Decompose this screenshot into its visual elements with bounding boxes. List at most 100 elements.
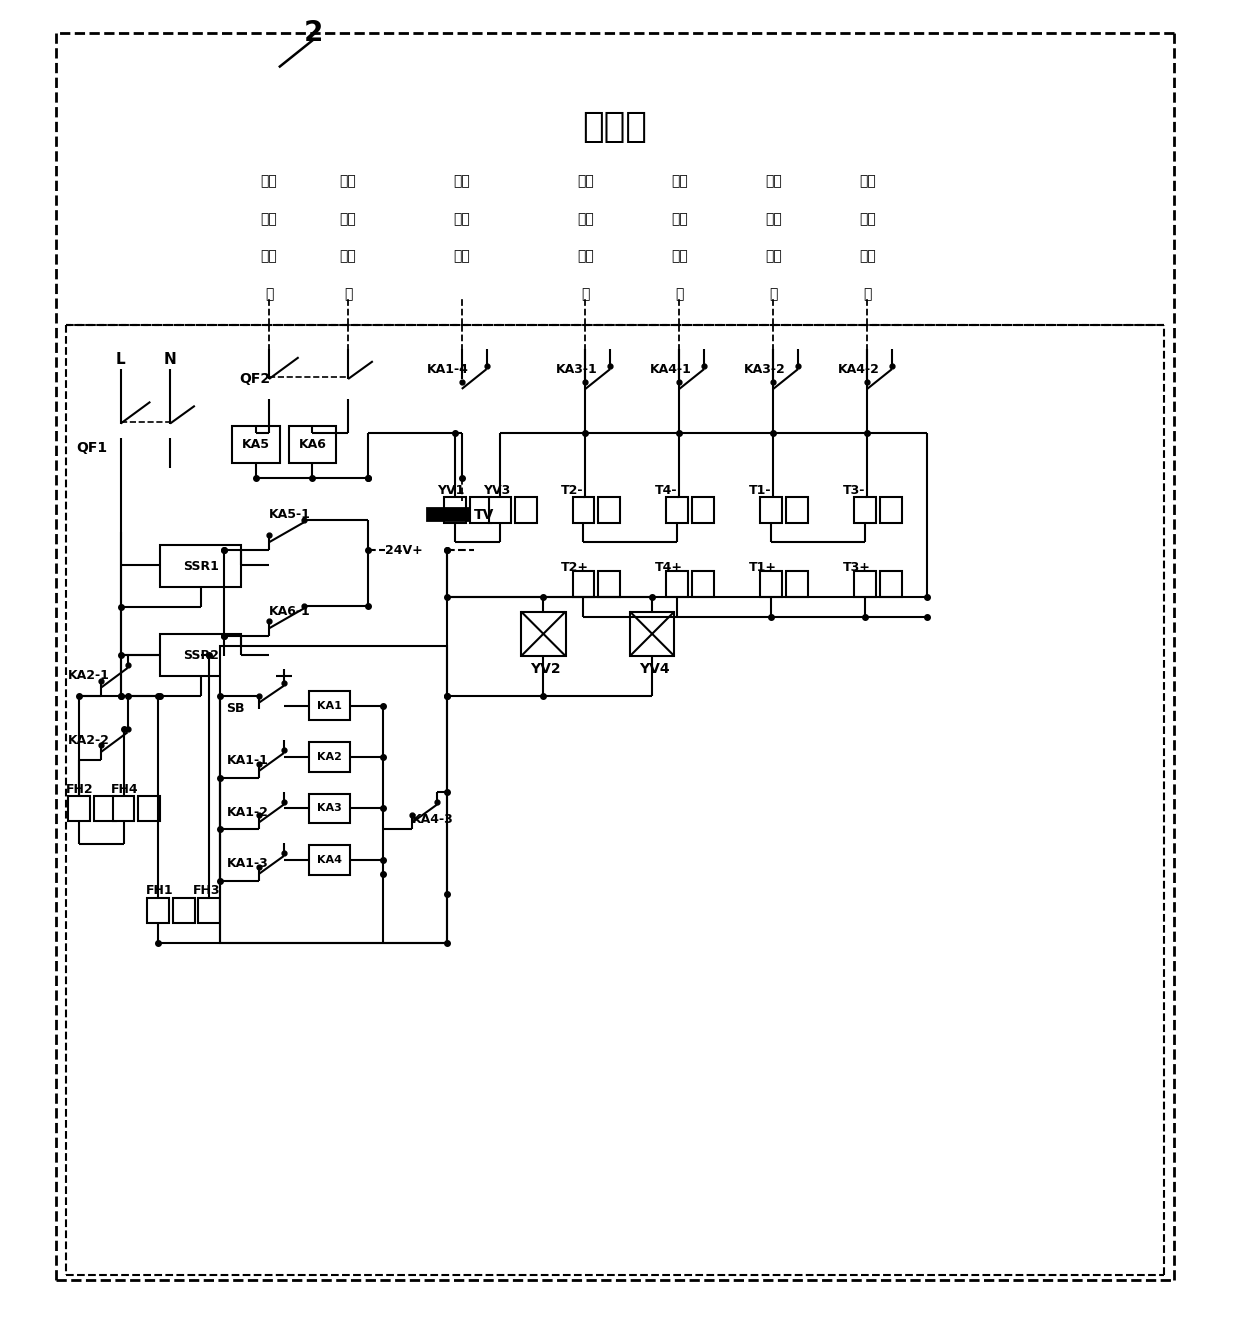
Text: 采样: 采样 — [454, 174, 470, 188]
Text: 端: 端 — [343, 287, 352, 301]
Text: KA3: KA3 — [317, 804, 342, 813]
Text: 稀释: 稀释 — [260, 174, 278, 188]
Bar — [174, 897, 195, 924]
Text: KA3-2: KA3-2 — [744, 362, 785, 375]
Bar — [692, 571, 714, 596]
Text: KA4: KA4 — [316, 855, 342, 865]
Bar — [223, 897, 246, 924]
Text: KA4-3: KA4-3 — [413, 813, 454, 825]
Text: 端: 端 — [863, 287, 872, 301]
Text: KA3-1: KA3-1 — [556, 362, 598, 375]
Text: FH3: FH3 — [193, 884, 221, 897]
Text: KA4-2: KA4-2 — [837, 362, 879, 375]
Bar — [94, 796, 115, 821]
Text: YV4: YV4 — [640, 662, 670, 676]
Bar — [309, 743, 350, 772]
Text: T2+: T2+ — [560, 560, 589, 574]
Text: 稀释: 稀释 — [577, 174, 594, 188]
Text: 负极: 负极 — [671, 249, 688, 264]
Bar — [666, 571, 688, 596]
Bar — [630, 611, 675, 656]
Text: KA6: KA6 — [299, 438, 326, 451]
Text: 采样: 采样 — [765, 174, 781, 188]
Bar — [521, 611, 565, 656]
Text: KA2: KA2 — [317, 752, 342, 763]
Bar — [113, 796, 134, 821]
Text: 温度: 温度 — [671, 212, 688, 226]
Text: 温度: 温度 — [577, 212, 594, 226]
Text: 控制: 控制 — [340, 249, 356, 264]
Bar — [198, 897, 219, 924]
Bar — [573, 496, 594, 523]
Text: 24V+: 24V+ — [384, 544, 423, 556]
Bar — [598, 496, 620, 523]
Bar — [490, 496, 511, 523]
Text: KA1: KA1 — [317, 700, 342, 711]
Text: N: N — [164, 351, 176, 367]
Text: T4-: T4- — [655, 484, 677, 498]
Text: L: L — [115, 351, 125, 367]
Bar — [666, 496, 688, 523]
Text: TV: TV — [474, 507, 494, 522]
Text: 端: 端 — [265, 287, 273, 301]
Text: T1-: T1- — [749, 484, 771, 498]
Text: QF1: QF1 — [76, 442, 108, 455]
Bar — [880, 571, 901, 596]
Text: 加热: 加热 — [260, 212, 278, 226]
Bar — [692, 496, 714, 523]
Text: 控制柜: 控制柜 — [583, 109, 647, 144]
Text: KA2-2: KA2-2 — [68, 733, 110, 747]
Text: 控制: 控制 — [260, 249, 278, 264]
Text: 采样: 采样 — [859, 174, 875, 188]
Text: FH1: FH1 — [145, 884, 174, 897]
Bar — [444, 496, 466, 523]
Text: KA2-1: KA2-1 — [68, 669, 110, 683]
Text: KA5: KA5 — [242, 438, 270, 451]
Bar — [68, 796, 91, 821]
Text: T2-: T2- — [560, 484, 583, 498]
Text: YV3: YV3 — [484, 484, 511, 498]
Text: 温度: 温度 — [859, 212, 875, 226]
Bar — [160, 546, 242, 587]
Text: 端: 端 — [769, 287, 777, 301]
Bar — [309, 691, 350, 720]
Bar — [309, 845, 350, 874]
Text: T3+: T3+ — [842, 560, 870, 574]
Bar — [139, 796, 160, 821]
Text: KA1-3: KA1-3 — [227, 857, 268, 870]
Text: YV2: YV2 — [531, 662, 562, 676]
Text: 2: 2 — [304, 19, 324, 47]
Bar — [515, 496, 537, 523]
Bar — [786, 496, 808, 523]
Text: KA6-1: KA6-1 — [269, 606, 311, 618]
Text: YV1: YV1 — [436, 484, 465, 498]
Text: KA5-1: KA5-1 — [269, 508, 311, 522]
Text: FH2: FH2 — [66, 783, 94, 796]
Text: 加热: 加热 — [340, 212, 356, 226]
Text: T4+: T4+ — [655, 560, 682, 574]
Bar — [573, 571, 594, 596]
Bar — [148, 897, 169, 924]
Bar — [880, 496, 901, 523]
Text: SSR1: SSR1 — [182, 559, 218, 572]
Text: KA1-2: KA1-2 — [227, 807, 268, 819]
Text: 端: 端 — [582, 287, 589, 301]
Text: 负极: 负极 — [859, 249, 875, 264]
Bar — [219, 647, 446, 944]
Bar — [309, 793, 350, 824]
Text: 采样: 采样 — [340, 174, 356, 188]
Text: SSR2: SSR2 — [182, 648, 218, 662]
Bar — [760, 571, 782, 596]
Bar — [854, 496, 877, 523]
Bar — [854, 571, 877, 596]
Text: 端: 端 — [675, 287, 683, 301]
Text: 温度: 温度 — [765, 212, 781, 226]
Bar — [786, 571, 808, 596]
Text: KA1-1: KA1-1 — [227, 753, 268, 767]
Text: 正极: 正极 — [765, 249, 781, 264]
Text: KA4-1: KA4-1 — [650, 362, 692, 375]
Bar — [160, 635, 242, 676]
Text: 稀释: 稀释 — [671, 174, 688, 188]
Bar — [289, 426, 336, 463]
Text: 阀控: 阀控 — [454, 212, 470, 226]
